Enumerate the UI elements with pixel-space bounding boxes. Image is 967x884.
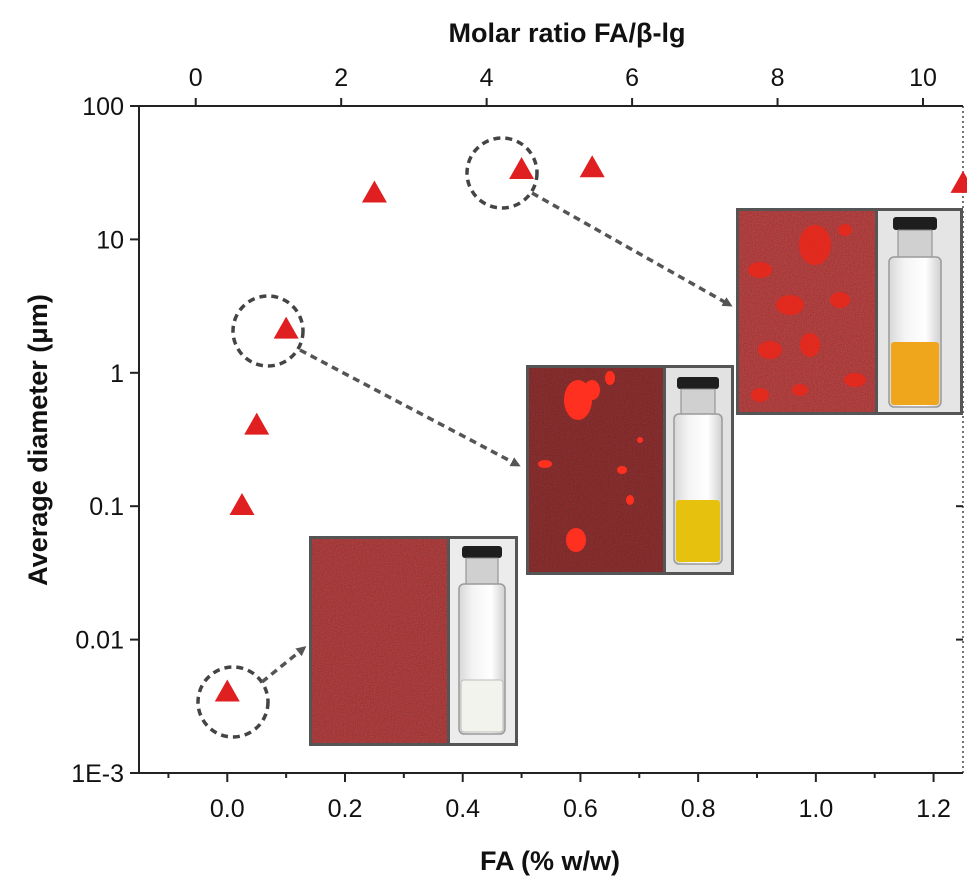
x-axis-title: FA (% w/w) — [480, 846, 620, 876]
callout-circle-low — [196, 665, 270, 739]
data-point — [579, 155, 605, 178]
callout-arrow-mid — [299, 348, 521, 467]
y-axis-title: Average diameter (μm) — [23, 294, 53, 586]
top-tick-label: 8 — [771, 64, 785, 92]
data-points — [214, 155, 967, 702]
data-point — [214, 679, 240, 702]
inset-high-vial-cap — [893, 217, 937, 230]
y-tick-label: 10 — [96, 226, 124, 254]
inset-mid-vial-liquid — [676, 500, 720, 562]
inset-low-vial-cap — [462, 546, 502, 558]
data-point — [950, 170, 967, 193]
top-tick-label: 4 — [480, 64, 494, 92]
inset-mid-vial-neck — [680, 388, 716, 415]
callout-circle-high — [465, 136, 539, 210]
top-tick-label: 0 — [189, 64, 203, 92]
tick-labels: 0.0 0.2 0.4 0.6 0.8 1.0 1.2 1E-3 0.01 0.1 1 10 100 0 2… — [71, 64, 951, 823]
x-tick-label: 0.6 — [563, 795, 598, 823]
x-tick-label: 0.4 — [445, 795, 480, 823]
inset-low-micrograph-texture — [312, 539, 447, 743]
callout-arrow-low — [260, 646, 307, 684]
top-tick-label: 10 — [909, 64, 937, 92]
y-tick-label: 100 — [82, 93, 124, 121]
data-point — [509, 157, 535, 180]
x-tick-label: 0.2 — [328, 795, 363, 823]
top-tick-label: 2 — [334, 64, 348, 92]
callout-circle-mid — [231, 294, 305, 368]
callout-arrow-high — [531, 191, 733, 307]
top-axis-title: Molar ratio FA/β-lg — [449, 18, 686, 48]
inset-high — [736, 208, 963, 415]
x-tick-label: 1.0 — [798, 795, 833, 823]
top-tick-label: 6 — [625, 64, 639, 92]
inset-mid-aggregates — [538, 371, 643, 552]
inset-high-aggregates — [748, 224, 866, 402]
data-point — [273, 316, 299, 339]
y-tick-label: 1E-3 — [71, 760, 124, 788]
inset-mid-vial-cap — [677, 377, 719, 389]
inset-high-vial-neck — [897, 229, 933, 258]
y-tick-label: 1 — [110, 360, 124, 388]
data-point — [244, 412, 270, 435]
inset-mid-micrograph-texture — [529, 368, 663, 572]
data-point — [361, 180, 387, 203]
x-tick-label: 1.2 — [916, 795, 951, 823]
x-tick-label: 0.0 — [210, 795, 245, 823]
callouts — [196, 136, 733, 739]
x-tick-label: 0.8 — [681, 795, 716, 823]
y-tick-label: 0.01 — [75, 627, 124, 655]
ticks — [130, 98, 963, 782]
data-point — [229, 493, 255, 515]
inset-low-vial-neck — [465, 557, 499, 585]
inset-low — [309, 536, 518, 746]
inset-low-vial-liquid — [460, 679, 504, 733]
inset-mid — [526, 365, 734, 575]
y-tick-label: 0.1 — [89, 493, 124, 521]
inset-high-vial-liquid — [891, 342, 939, 405]
